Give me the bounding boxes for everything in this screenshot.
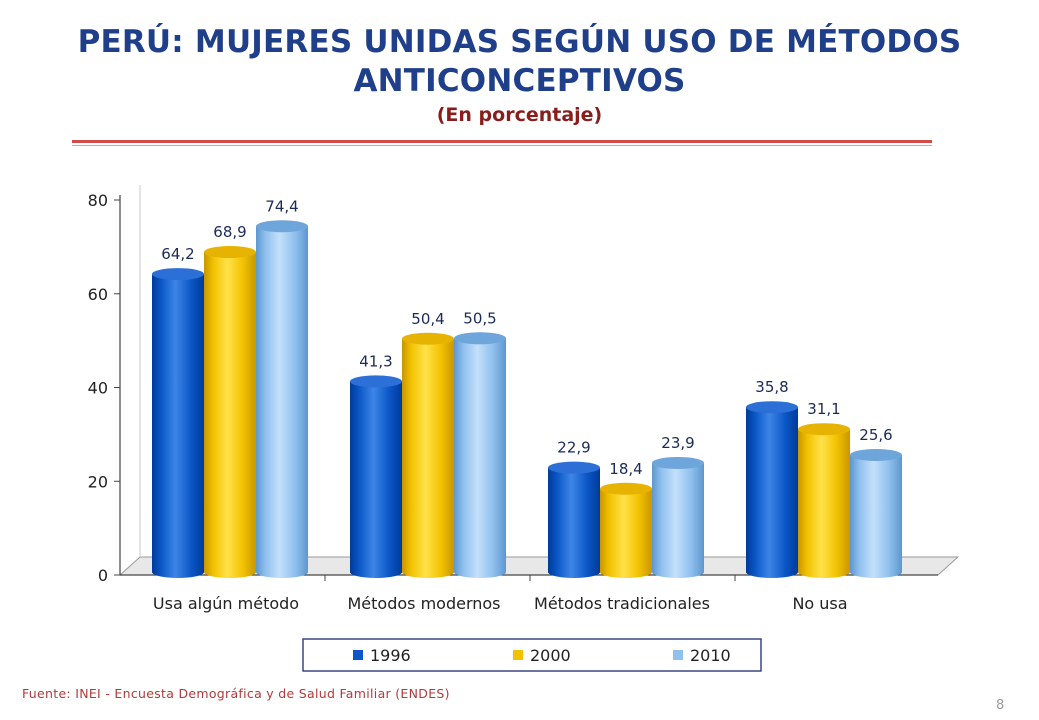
legend-swatch-1996: [353, 650, 363, 660]
bar-top-2000: [402, 332, 454, 345]
bar-top-2010: [454, 332, 506, 345]
data-label: 50,5: [463, 309, 496, 327]
title-divider: [72, 140, 932, 143]
legend-label: 1996: [370, 646, 411, 665]
data-label: 25,6: [859, 426, 892, 444]
legend-label: 2000: [530, 646, 571, 665]
legend-box: [302, 638, 762, 672]
bar-top-2000: [600, 482, 652, 495]
bar-top-1996: [548, 461, 600, 474]
bar-2010: [256, 226, 308, 578]
data-label: 22,9: [557, 439, 590, 457]
bar-top-1996: [350, 375, 402, 388]
bar-1996: [548, 467, 600, 578]
data-label: 74,4: [265, 197, 298, 215]
bar-1996: [350, 381, 402, 578]
data-label: 41,3: [359, 352, 392, 370]
bar-2000: [204, 252, 256, 578]
bar-2000: [402, 338, 454, 578]
legend-label: 2010: [690, 646, 731, 665]
title-divider-thin: [72, 145, 932, 146]
page-number: 8: [996, 698, 1005, 713]
bar-2010: [454, 338, 506, 578]
bar-2000: [600, 488, 652, 578]
bar-top-2010: [850, 449, 902, 461]
bar-1996: [152, 274, 204, 578]
bar-2000: [798, 429, 850, 578]
source-note: Fuente: INEI - Encuesta Demográfica y de…: [22, 686, 450, 701]
x-category-label: Usa algún método: [153, 594, 299, 613]
bar-2010: [850, 455, 902, 578]
bar-top-2000: [798, 423, 850, 436]
x-category-label: Métodos tradicionales: [534, 594, 710, 613]
y-tick-label: 60: [88, 285, 108, 304]
data-label: 18,4: [609, 460, 642, 478]
y-tick-label: 20: [88, 472, 108, 491]
y-tick-label: 40: [88, 379, 108, 398]
data-label: 23,9: [661, 434, 694, 452]
bar-1996: [746, 407, 798, 578]
y-tick-label: 0: [98, 566, 108, 585]
y-tick-label: 80: [88, 191, 108, 210]
legend: 1996 2000 2010: [302, 638, 762, 672]
x-category-label: No usa: [792, 594, 847, 613]
chart-subtitle: (En porcentaje): [436, 104, 603, 126]
x-category-label: Métodos modernos: [347, 594, 500, 613]
data-label: 35,8: [755, 378, 788, 396]
bar-top-1996: [746, 401, 798, 414]
bar-top-2000: [204, 246, 256, 259]
bar-2010: [652, 462, 704, 578]
chart-title-line-1: PERÚ: MUJERES UNIDAS SEGÚN USO DE MÉTODO…: [77, 24, 962, 60]
legend-swatch-2010: [673, 650, 683, 660]
legend-swatch-2000: [513, 650, 523, 660]
chart-title-line-2: ANTICONCEPTIVOS: [353, 63, 686, 99]
bar-top-2010: [256, 220, 308, 233]
bar-top-2010: [652, 456, 704, 469]
data-label: 64,2: [161, 245, 194, 263]
data-label: 31,1: [807, 400, 840, 418]
data-label: 68,9: [213, 223, 246, 241]
data-label: 50,4: [411, 310, 444, 328]
bar-top-1996: [152, 268, 204, 281]
